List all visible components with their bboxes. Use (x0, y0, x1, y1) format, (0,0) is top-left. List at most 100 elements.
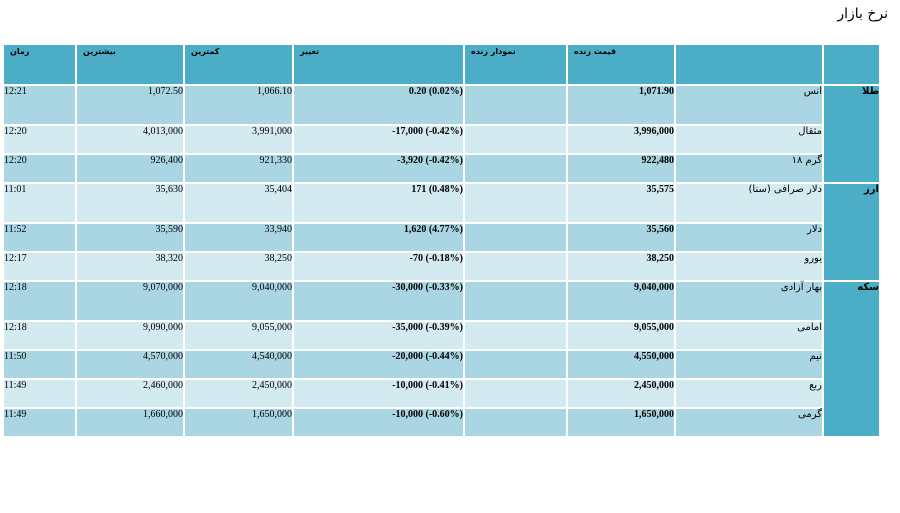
low-cell: 3,991,000 (183, 124, 294, 155)
header-name (674, 43, 824, 86)
price-cell: 9,055,000 (566, 320, 676, 351)
live-chart-cell (463, 378, 568, 409)
time-cell: 12:21 (2, 84, 77, 126)
low-cell: 9,040,000 (183, 280, 294, 322)
price-cell: 922,480 (566, 153, 676, 184)
change-cell: -10,000 (-0.60%) (292, 407, 465, 438)
high-cell: 1,072.50 (75, 84, 185, 126)
change-cell: -3,920 (-0.42%) (292, 153, 465, 184)
table-row: 12:18 9,090,000 9,055,000 -35,000 (-0.39… (2, 320, 880, 351)
name-cell: ربع (674, 378, 824, 409)
high-cell: 38,320 (75, 251, 185, 282)
high-cell: 1,660,000 (75, 407, 185, 438)
high-cell: 35,630 (75, 182, 185, 224)
time-cell: 11:52 (2, 222, 77, 253)
time-cell: 11:50 (2, 349, 77, 380)
price-cell: 2,450,000 (566, 378, 676, 409)
change-cell: 1,620 (4.77%) (292, 222, 465, 253)
header-time: زمان (2, 43, 77, 86)
table-row: 12:20 4,013,000 3,991,000 -17,000 (-0.42… (2, 124, 880, 155)
change-cell: -17,000 (-0.42%) (292, 124, 465, 155)
change-cell: -30,000 (-0.33%) (292, 280, 465, 322)
low-cell: 33,940 (183, 222, 294, 253)
name-cell: یورو (674, 251, 824, 282)
change-cell: -20,000 (-0.44%) (292, 349, 465, 380)
live-chart-cell (463, 182, 568, 224)
price-cell: 3,996,000 (566, 124, 676, 155)
name-cell: گرم ۱۸ (674, 153, 824, 184)
table-row: 12:17 38,320 38,250 -70 (-0.18%) 38,250 … (2, 251, 880, 282)
group-label: سکه (822, 280, 881, 438)
live-chart-cell (463, 349, 568, 380)
time-cell: 11:01 (2, 182, 77, 224)
market-rates-table: زمان بیشترین کمترین تغییر نمودار زنده قی… (2, 43, 881, 438)
time-cell: 12:17 (2, 251, 77, 282)
page-title: نرخ بازار (837, 6, 888, 22)
low-cell: 1,650,000 (183, 407, 294, 438)
high-cell: 926,400 (75, 153, 185, 184)
high-cell: 4,570,000 (75, 349, 185, 380)
live-chart-cell (463, 280, 568, 322)
low-cell: 2,450,000 (183, 378, 294, 409)
low-cell: 1,066.10 (183, 84, 294, 126)
time-cell: 12:20 (2, 153, 77, 184)
header-change: تغییر (292, 43, 465, 86)
price-cell: 38,250 (566, 251, 676, 282)
time-cell: 12:18 (2, 320, 77, 351)
change-cell: -70 (-0.18%) (292, 251, 465, 282)
group-label: ارز (822, 182, 881, 282)
live-chart-cell (463, 251, 568, 282)
low-cell: 38,250 (183, 251, 294, 282)
live-chart-cell (463, 84, 568, 126)
table-row: 12:21 1,072.50 1,066.10 0.20 (0.02%) 1,0… (2, 84, 881, 184)
change-cell: 171 (0.48%) (292, 182, 465, 224)
high-cell: 9,090,000 (75, 320, 185, 351)
table-row: 12:20 926,400 921,330 -3,920 (-0.42%) 92… (2, 153, 880, 184)
high-cell: 35,590 (75, 222, 185, 253)
time-cell: 12:18 (2, 280, 77, 322)
name-cell: بهار آزادی (674, 280, 824, 322)
high-cell: 9,070,000 (75, 280, 185, 322)
header-live-price: قیمت زنده (566, 43, 676, 86)
price-cell: 9,040,000 (566, 280, 676, 322)
low-cell: 9,055,000 (183, 320, 294, 351)
price-cell: 35,560 (566, 222, 676, 253)
low-cell: 35,404 (183, 182, 294, 224)
live-chart-cell (463, 320, 568, 351)
low-cell: 921,330 (183, 153, 294, 184)
time-cell: 11:49 (2, 407, 77, 438)
change-cell: -10,000 (-0.41%) (292, 378, 465, 409)
time-cell: 12:20 (2, 124, 77, 155)
high-cell: 4,013,000 (75, 124, 185, 155)
header-group (822, 43, 881, 86)
name-cell: دلار صرافی (سنا) (674, 182, 824, 224)
price-cell: 4,550,000 (566, 349, 676, 380)
change-cell: -35,000 (-0.39%) (292, 320, 465, 351)
header-high: بیشترین (75, 43, 185, 86)
live-chart-cell (463, 124, 568, 155)
live-chart-cell (463, 407, 568, 438)
live-chart-cell (463, 153, 568, 184)
table-row: 12:18 9,070,000 9,040,000 -30,000 (-0.33… (2, 280, 881, 438)
header-low: کمترین (183, 43, 294, 86)
table-row: 11:52 35,590 33,940 1,620 (4.77%) 35,560… (2, 222, 880, 253)
table-row: 11:50 4,570,000 4,540,000 -20,000 (-0.44… (2, 349, 880, 380)
name-cell: نیم (674, 349, 824, 380)
table-header-row: زمان بیشترین کمترین تغییر نمودار زنده قی… (2, 43, 881, 86)
table-row: 11:49 2,460,000 2,450,000 -10,000 (-0.41… (2, 378, 880, 409)
time-cell: 11:49 (2, 378, 77, 409)
header-live-chart: نمودار زنده (463, 43, 568, 86)
change-cell: 0.20 (0.02%) (292, 84, 465, 126)
price-cell: 35,575 (566, 182, 676, 224)
low-cell: 4,540,000 (183, 349, 294, 380)
name-cell: مثقال (674, 124, 824, 155)
name-cell: امامی (674, 320, 824, 351)
name-cell: گرمی (674, 407, 824, 438)
group-label: طلا (822, 84, 881, 184)
name-cell: انس (674, 84, 824, 126)
table-row: 11:01 35,630 35,404 171 (0.48%) 35,575 د… (2, 182, 881, 282)
name-cell: دلار (674, 222, 824, 253)
table-row: 11:49 1,660,000 1,650,000 -10,000 (-0.60… (2, 407, 880, 438)
high-cell: 2,460,000 (75, 378, 185, 409)
price-cell: 1,650,000 (566, 407, 676, 438)
